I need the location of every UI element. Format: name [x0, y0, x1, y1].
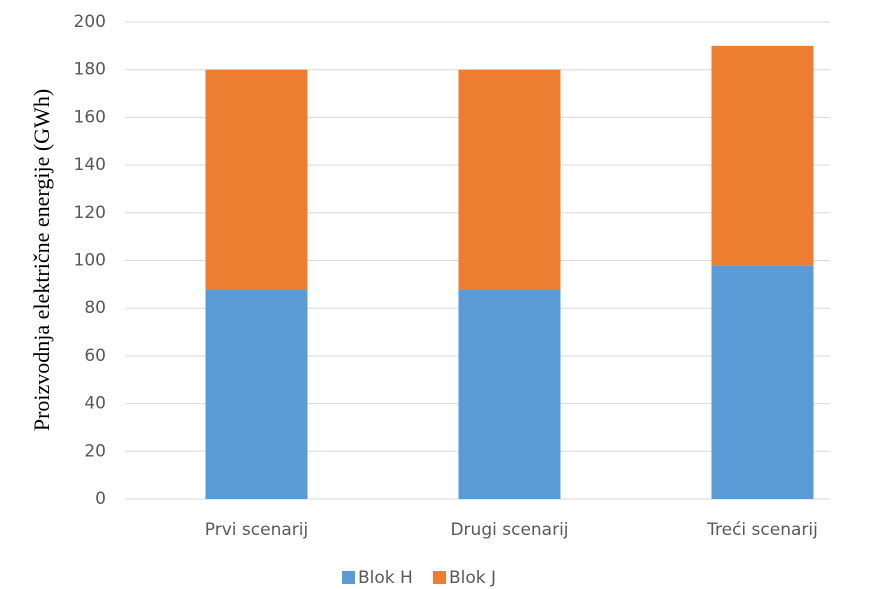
- y-tick-label: 160: [74, 107, 106, 127]
- y-tick-label: 80: [84, 298, 106, 318]
- bar-segment: [711, 265, 814, 499]
- bar-segment: [205, 69, 308, 290]
- bar-segment: [711, 45, 814, 266]
- legend-label: Blok J: [449, 568, 496, 588]
- y-tick-label: 0: [95, 489, 106, 509]
- y-tick-label: 20: [84, 441, 106, 461]
- x-tick-label: Prvi scenarij: [205, 520, 308, 540]
- legend-label: Blok H: [358, 568, 413, 588]
- y-tick-label: 120: [74, 203, 106, 223]
- y-tick-label: 60: [84, 346, 106, 366]
- bar-segment: [205, 289, 308, 499]
- y-tick-label: 100: [74, 251, 106, 271]
- y-tick-label: 200: [74, 12, 106, 32]
- y-axis-title: Proizvodnja električne energije (GWh): [29, 89, 54, 431]
- y-tick-label: 140: [74, 155, 106, 175]
- legend-swatch: [342, 571, 355, 584]
- y-tick-label: 40: [84, 394, 106, 414]
- x-tick-label: Treći scenarij: [706, 520, 818, 540]
- x-tick-label: Drugi scenarij: [450, 520, 568, 540]
- bar-segment: [458, 289, 561, 499]
- y-tick-label: 180: [74, 60, 106, 80]
- bar-segment: [458, 69, 561, 290]
- legend-swatch: [433, 571, 446, 584]
